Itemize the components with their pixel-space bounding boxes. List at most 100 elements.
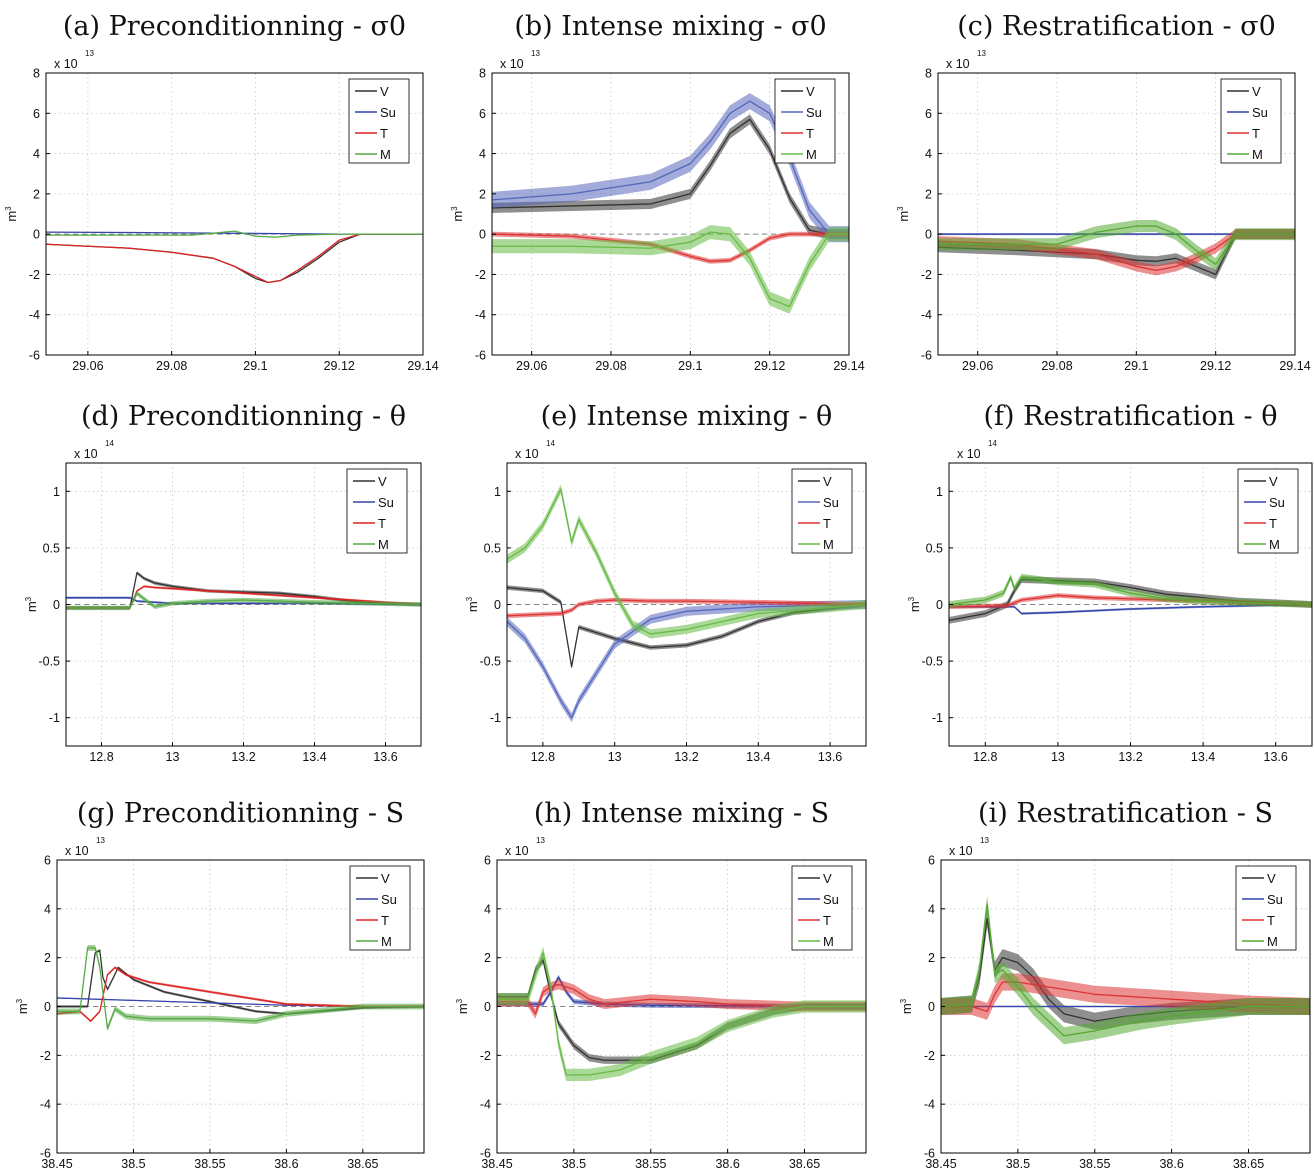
legend-label-t: T: [823, 913, 831, 928]
axis-multiplier-exponent: 13: [977, 49, 986, 58]
legend: V Su TM: [349, 865, 411, 951]
y-tick-label: 6: [484, 854, 491, 868]
axis-multiplier-exponent: 13: [85, 49, 94, 58]
legend-label-su: Su: [1252, 105, 1268, 120]
legend: V Su TM: [791, 865, 853, 951]
y-tick-label: -2: [921, 268, 932, 282]
legend-label-v: V: [381, 871, 390, 886]
panel-i: (i) Restratification - S 38.45 38.5 38.55 38…: [899, 798, 1311, 1169]
y-tick-label: 8: [479, 67, 486, 81]
x-tick-label: 13: [1051, 750, 1065, 764]
y-tick-label: -6: [921, 349, 932, 363]
x-tick-label: 13.2: [674, 750, 698, 764]
x-tick-label: 13.6: [818, 750, 842, 764]
band-su: [492, 93, 849, 243]
x-tick-label: 29.12: [1200, 359, 1231, 373]
y-tick-label: -4: [921, 308, 932, 322]
y-axis-label: m3: [4, 206, 19, 222]
y-tick-label: 2: [33, 187, 40, 201]
panel-title: (c) Restratification - σ0: [957, 11, 1276, 42]
y-tick-label: 1: [936, 485, 943, 499]
x-tick-label: 13.4: [302, 750, 326, 764]
axes-frame: [937, 72, 1296, 356]
y-axis-label-exponent: 3: [455, 998, 464, 1003]
axis-multiplier: x 10: [54, 57, 78, 71]
series-m: [497, 952, 866, 1076]
x-tick-label: 38.45: [481, 1157, 512, 1169]
y-tick-label: -0.5: [921, 655, 943, 669]
x-tick-label: 38.55: [194, 1157, 225, 1169]
legend-label-t: T: [380, 126, 388, 141]
series-t: [45, 233, 423, 284]
y-tick-label: 0: [494, 598, 501, 612]
y-axis-label-exponent: 3: [24, 596, 33, 601]
x-tick-label: 38.5: [562, 1157, 586, 1169]
x-tick-label: 29.08: [1041, 359, 1072, 373]
x-tick-label: 38.5: [121, 1157, 145, 1169]
axis-multiplier: x 10: [505, 844, 529, 858]
axis-multiplier-exponent: 14: [988, 439, 997, 448]
series-m: [506, 488, 867, 635]
legend: V Su TM: [1220, 78, 1282, 164]
axes-frame: [45, 72, 424, 356]
y-tick-label: -2: [40, 1049, 51, 1063]
panel-title: (a) Preconditionning - σ0: [63, 11, 406, 42]
x-tick-label: 13.4: [746, 750, 770, 764]
panel-title: (g) Preconditionning - S: [77, 798, 404, 829]
x-tick-label: 38.55: [635, 1157, 666, 1169]
y-tick-label: 6: [33, 107, 40, 121]
y-axis-label: m3: [899, 998, 914, 1014]
panel-f: (f) Restratification - θ12.8 13 13.2 13.4 13…: [907, 401, 1313, 764]
legend-label-su: Su: [1267, 892, 1283, 907]
series-su: [491, 100, 849, 235]
x-tick-label: 29.12: [324, 359, 355, 373]
legend-label-su: Su: [380, 105, 396, 120]
legend-box: [1237, 468, 1299, 554]
axis-multiplier: x 10: [946, 57, 970, 71]
y-tick-label: -0.5: [38, 655, 60, 669]
y-tick-label: -4: [475, 308, 486, 322]
legend-label-t: T: [1267, 913, 1275, 928]
band-v: [941, 910, 1310, 1030]
axis-multiplier: x 10: [500, 57, 524, 71]
y-tick-label: 6: [479, 107, 486, 121]
x-tick-label: 13.6: [1264, 750, 1288, 764]
y-tick-label: 8: [925, 67, 932, 81]
legend-label-su: Su: [806, 105, 822, 120]
y-tick-label: 4: [33, 147, 40, 161]
y-tick-label: -4: [40, 1098, 51, 1112]
y-tick-label: -4: [480, 1098, 491, 1112]
y-tick-label: 0.5: [484, 541, 501, 555]
legend-label-v: V: [1269, 474, 1278, 489]
x-tick-label: 13: [608, 750, 622, 764]
x-tick-label: 13.2: [1118, 750, 1142, 764]
legend-label-su: Su: [1269, 495, 1285, 510]
legend: V Su TM: [1237, 468, 1299, 554]
x-tick-label: 29.1: [678, 359, 702, 373]
y-axis-label: m3: [907, 596, 922, 612]
legend-box: [349, 865, 411, 951]
y-axis-label-exponent: 3: [465, 596, 474, 601]
panel-title: (e) Intense mixing - θ: [541, 401, 833, 432]
legend-label-v: V: [806, 84, 815, 99]
y-axis-label-base: m: [450, 211, 465, 222]
panel-title: (h) Intense mixing - S: [534, 798, 829, 829]
y-tick-label: 8: [33, 67, 40, 81]
panel-title: (f) Restratification - θ: [983, 401, 1277, 432]
y-tick-label: 6: [44, 854, 51, 868]
axis-multiplier: x 10: [515, 447, 539, 461]
band-v: [492, 114, 849, 240]
legend-label-m: M: [1252, 147, 1263, 162]
legend-label-m: M: [1267, 934, 1278, 949]
band-m: [492, 225, 849, 314]
x-tick-label: 29.12: [754, 359, 785, 373]
y-tick-label: -6: [475, 349, 486, 363]
legend-label-t: T: [1269, 516, 1277, 531]
y-axis-label-base: m: [899, 1003, 914, 1014]
x-tick-label: 38.6: [1159, 1157, 1183, 1169]
y-tick-label: -6: [29, 349, 40, 363]
series-su: [506, 603, 867, 719]
y-tick-label: 1: [53, 485, 60, 499]
y-tick-label: 2: [44, 951, 51, 965]
